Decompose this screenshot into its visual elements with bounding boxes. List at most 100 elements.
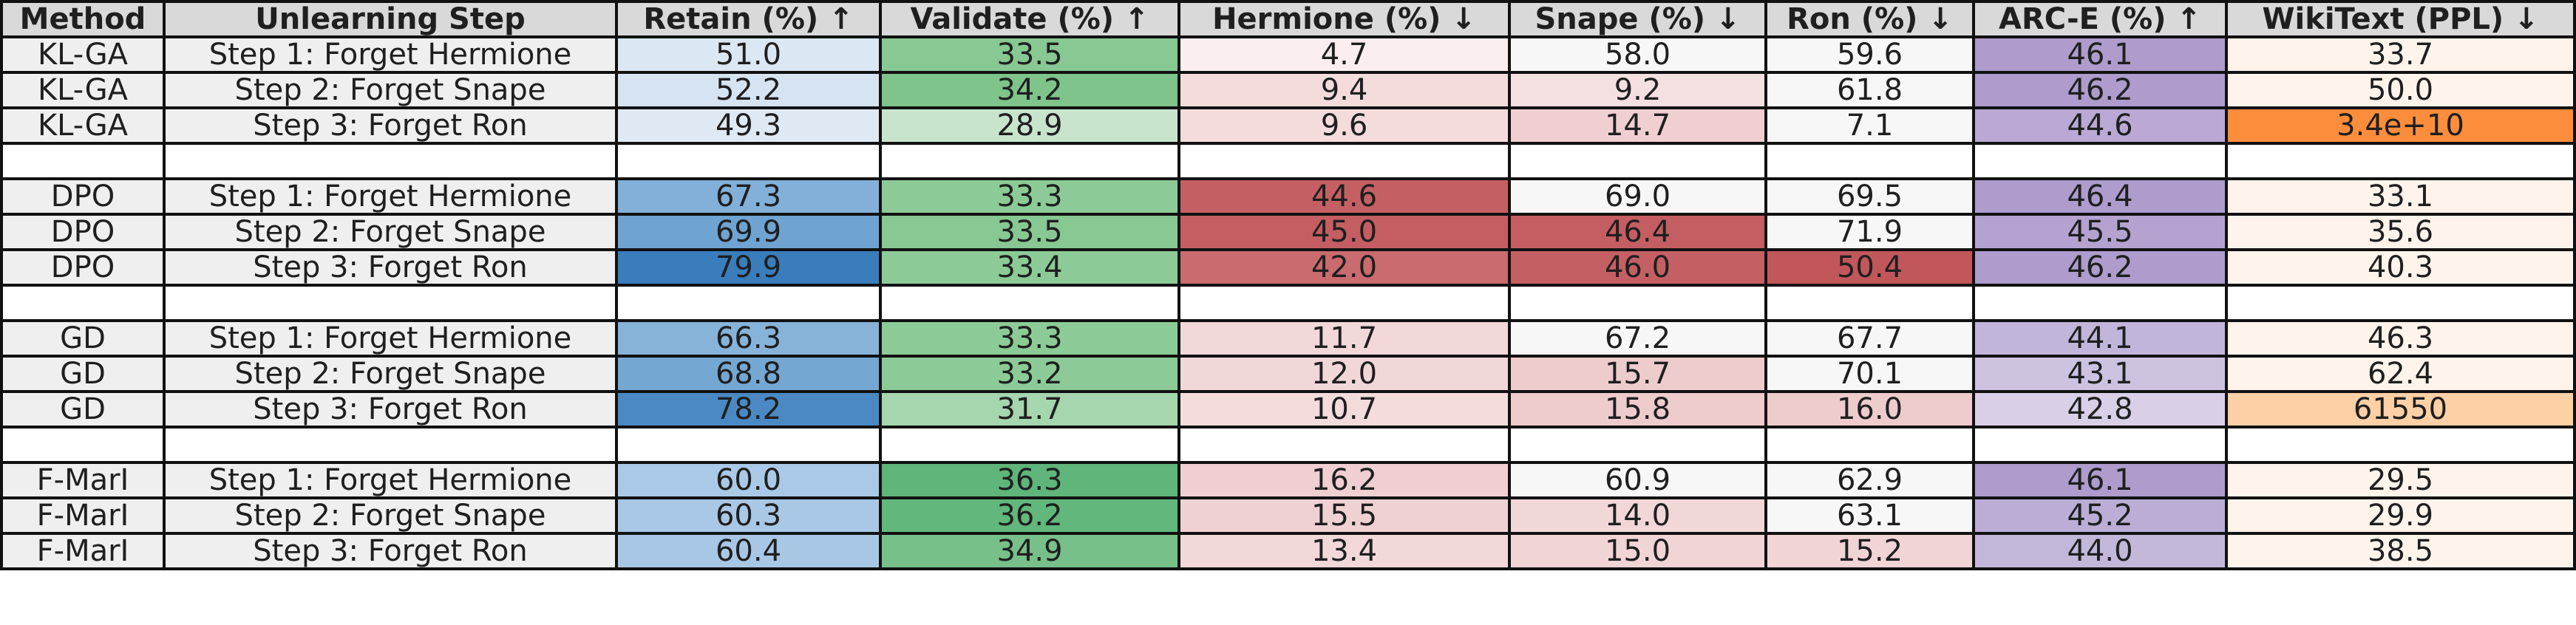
separator-cell <box>0 426 166 464</box>
column-header-method: Method <box>0 0 166 38</box>
separator-cell <box>163 426 618 464</box>
hermione-value-cell: 4.7 <box>1177 35 1511 74</box>
column-header-arc-e: ARC-E (%) ↑ <box>1972 0 2228 38</box>
hermione-value-cell: 44.6 <box>1177 177 1511 216</box>
validate-value-cell: 33.5 <box>879 213 1180 251</box>
wikitext-value-cell: 40.3 <box>2225 248 2576 287</box>
retain-value-cell: 79.9 <box>615 248 882 287</box>
method-cell: DPO <box>0 248 166 287</box>
retain-value-cell: 60.4 <box>615 532 882 570</box>
separator-cell <box>1764 142 1975 180</box>
validate-value-cell: 28.9 <box>879 106 1180 145</box>
unlearning-step-cell: Step 3: Forget Ron <box>163 390 618 428</box>
wikitext-value-cell: 61550 <box>2225 390 2576 428</box>
unlearning-step-cell: Step 1: Forget Hermione <box>163 319 618 358</box>
separator-cell <box>1177 426 1511 464</box>
ron-value-cell: 62.9 <box>1764 461 1975 499</box>
hermione-value-cell: 9.6 <box>1177 106 1511 145</box>
hermione-value-cell: 9.4 <box>1177 71 1511 109</box>
validate-value-cell: 34.9 <box>879 532 1180 570</box>
unlearning-step-cell: Step 3: Forget Ron <box>163 106 618 145</box>
validate-value-cell: 33.4 <box>879 248 1180 287</box>
separator-cell <box>163 142 618 180</box>
snape-value-cell: 14.0 <box>1508 496 1767 535</box>
retain-value-cell: 60.3 <box>615 496 882 535</box>
table-row: F-MarI Step 1: Forget Hermione 60.0 36.3 16.… <box>0 461 2576 499</box>
hermione-value-cell: 45.0 <box>1177 213 1511 251</box>
unlearning-results-table: Method Unlearning Step Retain (%) ↑ Vali… <box>0 0 2576 570</box>
table-row: F-MarI Step 2: Forget Snape 60.3 36.2 15.5 14… <box>0 496 2576 535</box>
table-body: KL-GA Step 1: Forget Hermione 51.0 33.5 4.7 5… <box>0 35 2576 570</box>
retain-value-cell: 60.0 <box>615 461 882 499</box>
method-cell: DPO <box>0 177 166 216</box>
retain-value-cell: 51.0 <box>615 35 882 74</box>
method-cell: F-MarI <box>0 461 166 499</box>
wikitext-value-cell: 35.6 <box>2225 213 2576 251</box>
table-row: F-MarI Step 3: Forget Ron 60.4 34.9 13.4 15.0… <box>0 532 2576 570</box>
table-row: GD Step 1: Forget Hermione 66.3 33.3 11.7 67.… <box>0 319 2576 358</box>
separator-cell <box>1972 426 2228 464</box>
separator-cell <box>1972 284 2228 322</box>
retain-value-cell: 52.2 <box>615 71 882 109</box>
method-cell: F-MarI <box>0 532 166 570</box>
method-cell: GD <box>0 319 166 358</box>
table-row: GD Step 2: Forget Snape 68.8 33.2 12.0 15.7 70… <box>0 355 2576 393</box>
results-table-container: Method Unlearning Step Retain (%) ↑ Vali… <box>0 0 2576 570</box>
group-separator-row <box>0 142 2576 180</box>
retain-value-cell: 69.9 <box>615 213 882 251</box>
arc-e-value-cell: 46.1 <box>1972 35 2228 74</box>
column-header-snape: Snape (%) ↓ <box>1508 0 1767 38</box>
group-separator-row <box>0 426 2576 464</box>
unlearning-step-cell: Step 2: Forget Snape <box>163 355 618 393</box>
validate-value-cell: 31.7 <box>879 390 1180 428</box>
wikitext-value-cell: 3.4e+10 <box>2225 106 2576 145</box>
wikitext-value-cell: 29.9 <box>2225 496 2576 535</box>
column-header-ron: Ron (%) ↓ <box>1764 0 1975 38</box>
method-cell: F-MarI <box>0 496 166 535</box>
ron-value-cell: 70.1 <box>1764 355 1975 393</box>
method-cell: GD <box>0 355 166 393</box>
ron-value-cell: 63.1 <box>1764 496 1975 535</box>
wikitext-value-cell: 38.5 <box>2225 532 2576 570</box>
table-row: KL-GA Step 2: Forget Snape 52.2 34.2 9.4 9.2 6… <box>0 71 2576 109</box>
method-cell: GD <box>0 390 166 428</box>
validate-value-cell: 34.2 <box>879 71 1180 109</box>
unlearning-step-cell: Step 2: Forget Snape <box>163 71 618 109</box>
separator-cell <box>615 142 882 180</box>
unlearning-step-cell: Step 2: Forget Snape <box>163 213 618 251</box>
retain-value-cell: 66.3 <box>615 319 882 358</box>
table-row: KL-GA Step 1: Forget Hermione 51.0 33.5 4.7 5… <box>0 35 2576 74</box>
arc-e-value-cell: 44.1 <box>1972 319 2228 358</box>
ron-value-cell: 15.2 <box>1764 532 1975 570</box>
ron-value-cell: 61.8 <box>1764 71 1975 109</box>
arc-e-value-cell: 46.2 <box>1972 248 2228 287</box>
ron-value-cell: 67.7 <box>1764 319 1975 358</box>
method-cell: KL-GA <box>0 106 166 145</box>
separator-cell <box>1764 426 1975 464</box>
method-cell: KL-GA <box>0 35 166 74</box>
table-row: DPO Step 1: Forget Hermione 67.3 33.3 44.6 69… <box>0 177 2576 216</box>
separator-cell <box>1508 142 1767 180</box>
arc-e-value-cell: 46.4 <box>1972 177 2228 216</box>
arc-e-value-cell: 46.1 <box>1972 461 2228 499</box>
separator-cell <box>1764 284 1975 322</box>
separator-cell <box>879 142 1180 180</box>
arc-e-value-cell: 45.5 <box>1972 213 2228 251</box>
snape-value-cell: 15.8 <box>1508 390 1767 428</box>
retain-value-cell: 49.3 <box>615 106 882 145</box>
validate-value-cell: 33.5 <box>879 35 1180 74</box>
separator-cell <box>0 284 166 322</box>
unlearning-step-cell: Step 3: Forget Ron <box>163 532 618 570</box>
column-header-wikitext: WikiText (PPL) ↓ <box>2225 0 2576 38</box>
retain-value-cell: 67.3 <box>615 177 882 216</box>
snape-value-cell: 9.2 <box>1508 71 1767 109</box>
separator-cell <box>1508 284 1767 322</box>
unlearning-step-cell: Step 3: Forget Ron <box>163 248 618 287</box>
column-header-retain: Retain (%) ↑ <box>615 0 882 38</box>
separator-cell <box>1177 284 1511 322</box>
validate-value-cell: 33.3 <box>879 319 1180 358</box>
validate-value-cell: 36.3 <box>879 461 1180 499</box>
method-cell: KL-GA <box>0 71 166 109</box>
ron-value-cell: 69.5 <box>1764 177 1975 216</box>
hermione-value-cell: 12.0 <box>1177 355 1511 393</box>
